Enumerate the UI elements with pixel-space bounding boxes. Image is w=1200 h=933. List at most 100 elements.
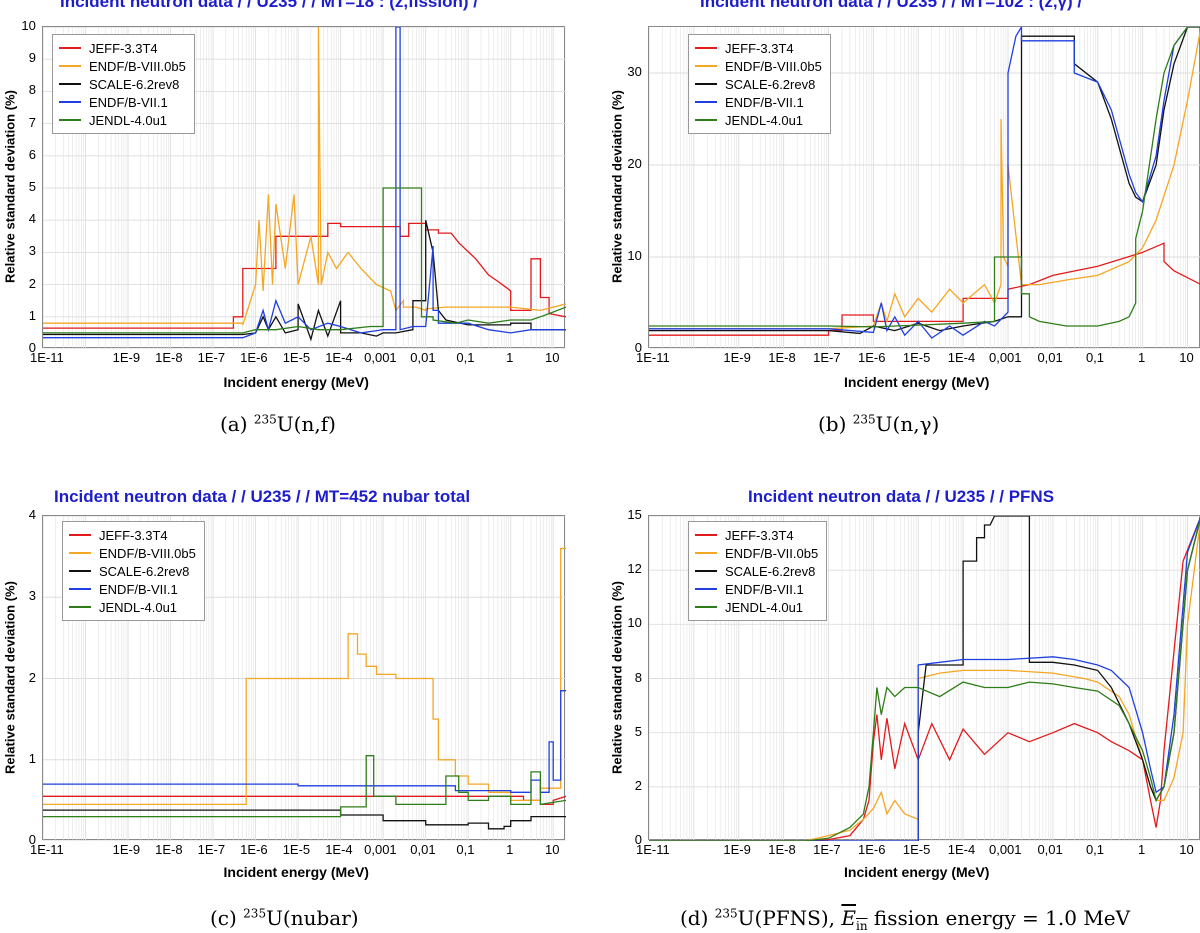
legend-swatch [69,552,91,554]
legend-label: ENDF/B-VII.0b5 [725,545,819,561]
y-tick-label: 3 [28,588,36,604]
legend-b: JEFF-3.3T4 ENDF/B-VIII.0b5 SCALE-6.2rev8 EN… [688,34,831,134]
legend-label: JEFF-3.3T4 [725,527,794,543]
x-tick-label: 1E-5 [902,350,931,365]
chart-title-c: Incident neutron data / / U235 / / MT=45… [54,487,471,506]
y-tick-label: 8 [28,82,36,98]
legend-item: SCALE-6.2rev8 [695,75,822,93]
legend-label: JEFF-3.3T4 [99,527,168,543]
legend-item: JENDL-4.0u1 [69,598,196,616]
chart-title-b: Incident neutron data / / U235 / / MT=10… [700,0,1083,11]
legend-label: ENDF/B-VII.1 [99,581,178,597]
legend-swatch [695,552,717,554]
y-tick-label: 15 [627,507,642,522]
legend-label: ENDF/B-VII.1 [725,94,804,110]
legend-label: ENDF/B-VIII.0b5 [725,58,822,74]
legend-item: ENDF/B-VII.1 [69,580,196,598]
legend-item: ENDF/B-VII.1 [59,93,186,111]
y-tick-label: 20 [627,156,642,171]
legend-swatch [69,588,91,590]
y-tick-label: 1 [28,750,36,766]
x-tick-label: 1E-11 [30,350,64,365]
legend-a: JEFF-3.3T4 ENDF/B-VIII.0b5 SCALE-6.2rev8 EN… [52,34,195,134]
x-axis-label: Incident energy (MeV) [223,864,369,880]
y-tick-label: 10 [21,18,36,33]
y-tick-label: 10 [627,615,642,631]
x-tick-label: 1E-8 [155,350,183,365]
y-tick-label: 5 [634,723,642,739]
y-axis-label: Relative standard deviation (%) [2,90,18,283]
legend-swatch [695,570,717,572]
chart-svg-c [43,516,566,841]
caption-c: (c) 235U(nubar) [210,906,359,930]
series-line-jendl-4-0u1 [43,187,566,334]
x-tick-label: 1E-11 [636,842,670,857]
legend-item: JEFF-3.3T4 [69,526,196,544]
chart-title-d: Incident neutron data / / U235 / / PFNS [748,487,1055,506]
x-tick-label: 1 [506,842,514,857]
y-tick-label: 1 [28,307,36,323]
series-line-jeff-3-3t4 [649,516,1200,841]
x-tick-label: 1E-8 [768,350,796,365]
y-tick-label: 9 [28,50,36,66]
x-tick-label: 0,1 [1085,842,1105,857]
y-axis-label: Relative standard deviation (%) [2,580,18,774]
legend-swatch [695,534,717,536]
legend-item: JENDL-4.0u1 [59,111,186,129]
x-tick-label: 10 [545,350,560,365]
legend-swatch [59,83,81,85]
legend-swatch [59,47,81,49]
legend-swatch [69,534,91,536]
x-tick-label: 1E-5 [902,842,931,857]
series-line-scale-6-2rev8 [649,27,1200,335]
x-tick-label: 0,001 [364,842,397,857]
series-line-endf-b-vii-0b5 [649,518,1200,841]
x-tick-label: 1E-7 [813,350,841,365]
x-tick-label: 1E-7 [197,842,226,857]
legend-label: SCALE-6.2rev8 [725,76,816,92]
x-tick-label: 0,001 [364,350,397,365]
legend-swatch [695,65,717,67]
x-tick-label: 1E-7 [197,350,226,365]
x-tick-label: 10 [1179,350,1194,365]
legend-swatch [59,101,81,103]
x-tick-label: 1E-5 [282,842,311,857]
chart-svg-d [649,516,1200,841]
y-tick-label: 3 [28,243,36,259]
legend-swatch [695,47,717,49]
legend-swatch [695,606,717,608]
x-tick-label: 1E-6 [240,350,268,365]
y-tick-label: 2 [634,777,642,793]
series-line-scale-6-2rev8 [43,220,566,342]
x-tick-label: 1E-4 [325,350,353,365]
x-tick-label: 1E-7 [813,842,841,857]
series-line-endf-b-viii-0b5 [43,547,566,806]
x-tick-label: 1E-4 [947,350,976,365]
x-tick-label: 1E-4 [325,842,353,857]
x-tick-label: 0,1 [1085,350,1105,365]
legend-item: JENDL-4.0u1 [695,598,818,616]
x-tick-label: 1E-5 [282,350,311,365]
legend-label: JENDL-4.0u1 [89,112,168,128]
y-tick-label: 30 [627,64,642,79]
x-tick-label: 1E-8 [768,842,796,857]
legend-label: JENDL-4.0u1 [725,112,804,128]
legend-label: ENDF/B-VII.1 [725,581,804,597]
series-line-jendl-4-0u1 [649,27,1200,328]
series-line-endf-b-vii-1 [43,690,566,793]
legend-label: ENDF/B-VIII.0b5 [99,545,196,561]
caption-a: (a) 235U(n,f) [220,412,336,436]
legend-swatch [69,606,91,608]
legend-label: JENDL-4.0u1 [725,599,804,615]
x-tick-label: 0,01 [410,350,436,365]
caption-d: (d) 235U(PFNS), Ein fission energy = 1.0… [680,906,1131,933]
legend-swatch [695,588,717,590]
legend-label: SCALE-6.2rev8 [99,563,190,579]
y-tick-label: 0 [634,340,642,355]
x-tick-label: 1E-6 [240,842,268,857]
legend-item: ENDF/B-VII.1 [695,580,818,598]
x-tick-label: 1E-9 [723,350,751,365]
legend-label: JEFF-3.3T4 [725,40,794,56]
legend-label: JEFF-3.3T4 [89,40,158,56]
y-tick-label: 7 [28,114,36,130]
